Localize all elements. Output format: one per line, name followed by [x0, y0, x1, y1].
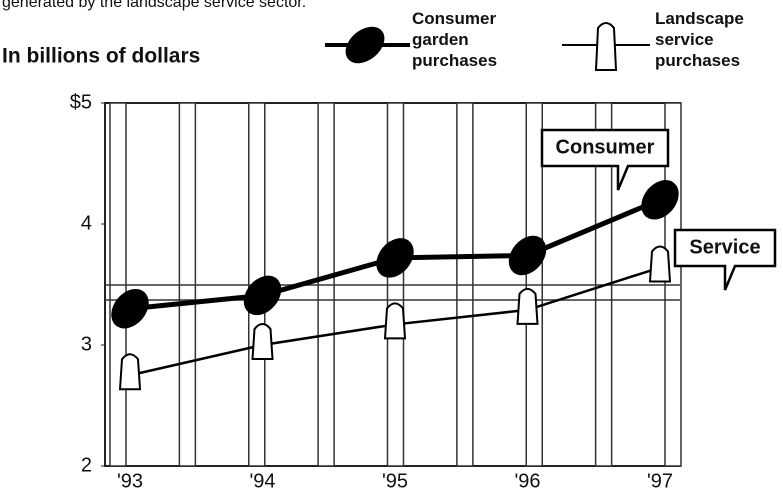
- y-tick-label: 4: [81, 212, 92, 234]
- service-marker: [120, 354, 140, 389]
- service-marker: [650, 247, 670, 282]
- annotation: Consumer: [556, 136, 655, 158]
- y-tick-label: 3: [81, 333, 92, 355]
- legend-label: Landscape service purchases: [655, 8, 780, 71]
- legend-label: Consumer garden purchases: [412, 8, 542, 71]
- y-tick-label: 2: [81, 454, 92, 476]
- y-axis-label: In billions of dollars: [2, 45, 200, 68]
- service-marker: [518, 289, 538, 324]
- x-tick-label: '95: [382, 470, 408, 489]
- x-tick-label: '94: [249, 470, 275, 489]
- legend-marker: [596, 23, 616, 70]
- subtitle: generated by the landscape service secto…: [2, 0, 306, 11]
- chart: generated by the landscape service secto…: [0, 0, 783, 489]
- page: generated by the landscape service secto…: [0, 0, 783, 489]
- x-tick-label: '96: [514, 470, 540, 489]
- service-marker: [253, 324, 273, 359]
- service-marker: [385, 303, 405, 338]
- y-tick-label: $5: [70, 91, 92, 113]
- annotation: Service: [689, 236, 760, 258]
- x-tick-label: '97: [647, 470, 673, 489]
- x-tick-label: '93: [117, 470, 143, 489]
